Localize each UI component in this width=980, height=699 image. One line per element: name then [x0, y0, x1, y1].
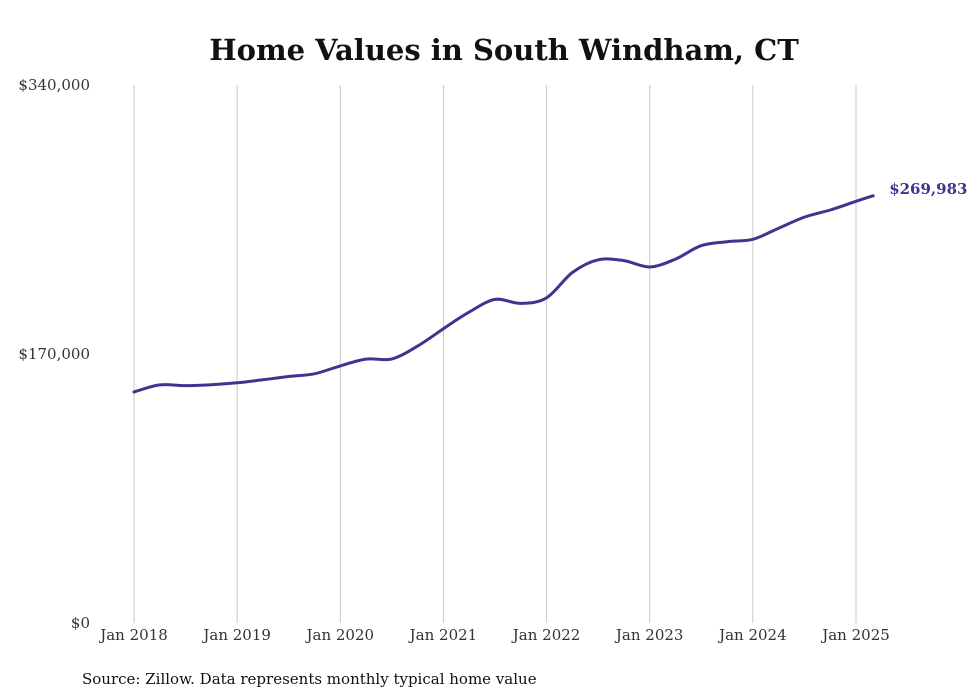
y-axis-ticks: $0 $170,000 $340,000 [18, 76, 90, 632]
x-tick-label: Jan 2018 [98, 626, 168, 644]
source-note: Source: Zillow. Data represents monthly … [82, 670, 537, 688]
latest-value-label: $269,983 [889, 180, 967, 198]
y-tick-label: $340,000 [18, 76, 90, 94]
x-tick-label: Jan 2024 [717, 626, 787, 644]
y-tick-label: $170,000 [18, 345, 90, 363]
x-tick-label: Jan 2023 [614, 626, 684, 644]
gridlines [133, 85, 857, 623]
x-tick-label: Jan 2019 [201, 626, 271, 644]
x-tick-label: Jan 2021 [408, 626, 478, 644]
x-axis-ticks: Jan 2018 Jan 2019 Jan 2020 Jan 2021 Jan 2022… [98, 626, 890, 644]
x-tick-label: Jan 2022 [511, 626, 581, 644]
x-tick-label: Jan 2020 [305, 626, 375, 644]
x-tick-label: Jan 2025 [820, 626, 890, 644]
chart-title: Home Values in South Windham, CT [209, 33, 799, 67]
y-tick-label: $0 [71, 614, 90, 632]
home-value-line [132, 194, 875, 394]
